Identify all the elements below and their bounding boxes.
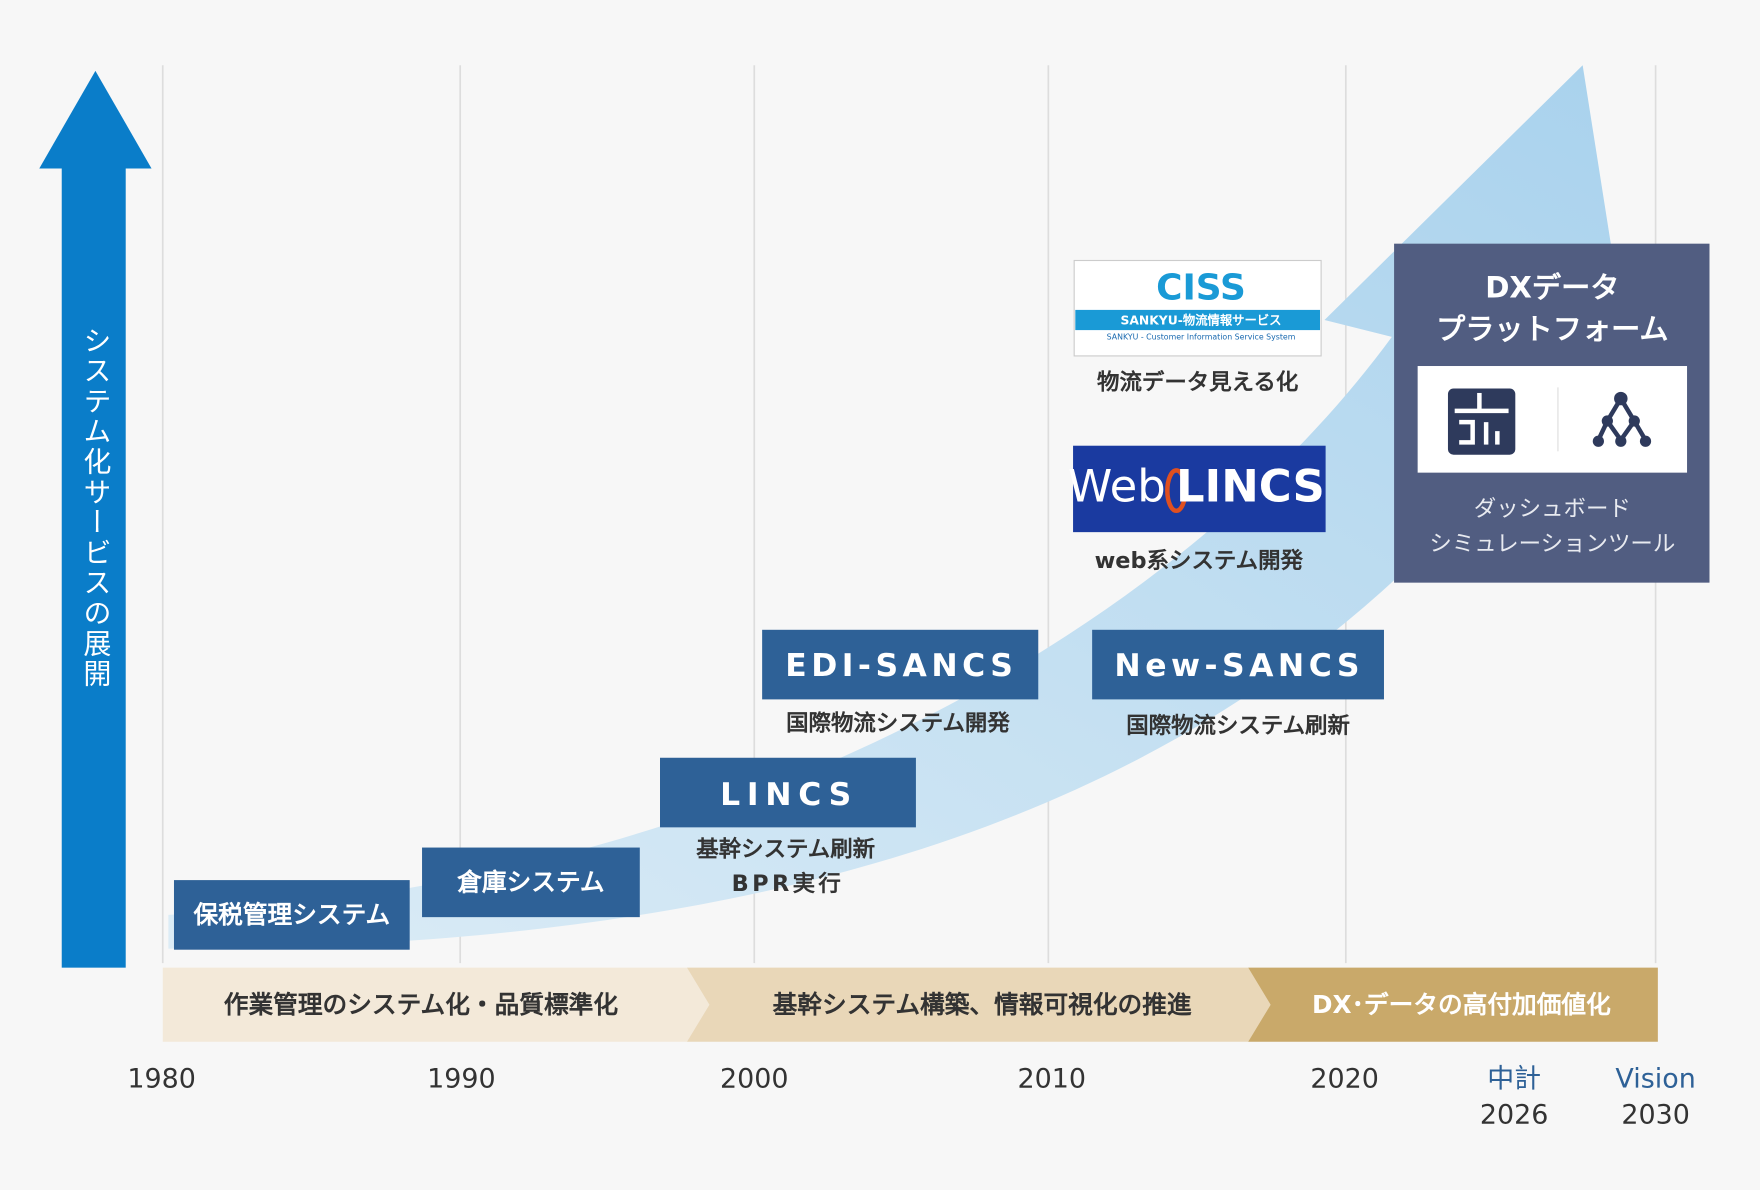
year-label: 2026 bbox=[1480, 1099, 1549, 1130]
logo-web: Web bbox=[1068, 459, 1166, 512]
logo-subtitle: SANKYU-物流情報サービス bbox=[1121, 313, 1282, 328]
year-label: 2030 bbox=[1621, 1099, 1690, 1130]
logo-small: SANKYU - Customer Information Service Sy… bbox=[1107, 332, 1296, 341]
system-box bbox=[762, 629, 1039, 700]
system-caption: BPR実行 bbox=[732, 870, 845, 897]
phase-label: 作業管理のシステム化・品質標準化 bbox=[224, 990, 619, 1019]
dx-title: プラットフォーム bbox=[1436, 312, 1669, 346]
dx-tool: ダッシュボード bbox=[1474, 496, 1631, 522]
dx-tool: シミュレーションツール bbox=[1429, 531, 1675, 557]
phase-label: 基幹システム構築、情報可視化の推進 bbox=[773, 990, 1192, 1019]
logo-caption: web系システム開発 bbox=[1095, 548, 1304, 574]
system-name: 倉庫システム bbox=[456, 867, 604, 896]
weblincs-logo: Web LINCS bbox=[1068, 445, 1326, 533]
phase-band: 作業管理のシステム化・品質標準化 基幹システム構築、情報可視化の推進 DX･デー… bbox=[162, 967, 1658, 1042]
system-name: 保税管理システム bbox=[192, 900, 390, 929]
phase-label: DX･データの高付加価値化 bbox=[1312, 990, 1611, 1019]
logo-caption: 物流データ見える化 bbox=[1097, 368, 1298, 395]
system-name: LINCS bbox=[720, 777, 858, 813]
system-box bbox=[173, 880, 410, 950]
system-caption: 国際物流システム開発 bbox=[786, 710, 1010, 737]
system-box bbox=[1092, 629, 1384, 700]
system-box bbox=[422, 847, 640, 918]
system-caption: 基幹システム刷新 bbox=[696, 835, 875, 862]
vision-label: Vision bbox=[1615, 1063, 1695, 1094]
year-label: 2020 bbox=[1310, 1063, 1379, 1094]
system-name: New-SANCS bbox=[1114, 648, 1364, 684]
vertical-arrow: システム化サービスの展開 bbox=[39, 70, 152, 968]
year-label: 1990 bbox=[427, 1063, 496, 1094]
system-caption: 国際物流システム刷新 bbox=[1126, 712, 1350, 739]
system-box bbox=[660, 757, 916, 828]
year-label: 1980 bbox=[127, 1063, 196, 1094]
system-name: EDI-SANCS bbox=[785, 648, 1017, 684]
logo-title: CISS bbox=[1156, 268, 1246, 309]
ciss-logo: CISS SANKYU-物流情報サービス SANKYU - Customer I… bbox=[1073, 259, 1322, 357]
dx-panel: DXデータ プラットフォーム ダッシュボード シミュレーションツール bbox=[1394, 243, 1710, 583]
dx-title: DXデータ bbox=[1485, 271, 1619, 305]
year-label: 2010 bbox=[1017, 1063, 1086, 1094]
year-label: 2000 bbox=[720, 1063, 789, 1094]
plan-label: 中計 bbox=[1487, 1063, 1541, 1094]
logo-lincs: LINCS bbox=[1176, 459, 1325, 512]
y-axis-label: システム化サービスの展開 bbox=[79, 326, 112, 690]
